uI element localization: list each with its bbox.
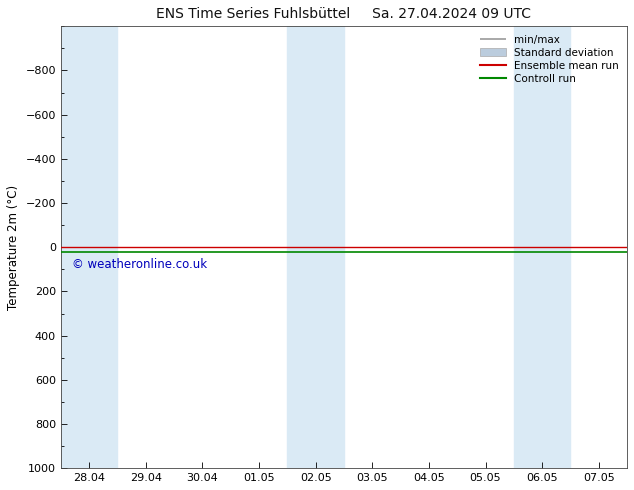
Title: ENS Time Series Fuhlsbüttel     Sa. 27.04.2024 09 UTC: ENS Time Series Fuhlsbüttel Sa. 27.04.20… — [157, 7, 531, 21]
Y-axis label: Temperature 2m (°C): Temperature 2m (°C) — [7, 185, 20, 310]
Text: © weatheronline.co.uk: © weatheronline.co.uk — [72, 258, 207, 271]
Bar — [287, 26, 344, 468]
Bar — [514, 26, 571, 468]
Legend: min/max, Standard deviation, Ensemble mean run, Controll run: min/max, Standard deviation, Ensemble me… — [477, 31, 622, 87]
Bar — [61, 26, 117, 468]
